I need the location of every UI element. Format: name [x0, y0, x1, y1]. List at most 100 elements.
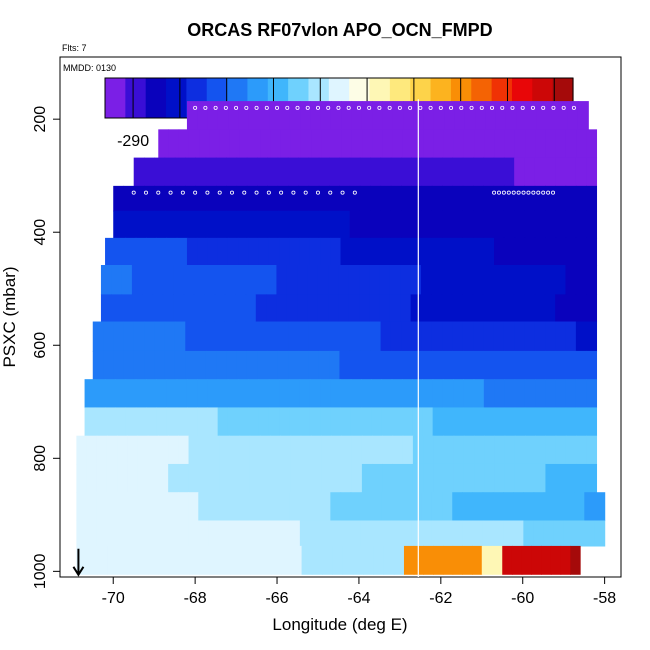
heatmap-cell	[205, 321, 217, 352]
heatmap-cell	[431, 350, 443, 380]
heatmap-cell	[410, 265, 422, 295]
heatmap-cell	[472, 265, 484, 295]
heatmap-cell	[361, 101, 373, 130]
heatmap-cell	[433, 129, 445, 159]
heatmap-cell	[421, 350, 433, 380]
heatmap-cell	[547, 101, 558, 130]
heatmap-cell	[289, 379, 301, 409]
heatmap-cell	[310, 463, 322, 493]
heatmap-cell	[381, 379, 393, 409]
heatmap-cell	[541, 545, 552, 575]
heatmap-cell	[144, 350, 156, 380]
heatmap-cell	[174, 185, 186, 212]
heatmap-cell	[514, 407, 526, 437]
heatmap-cell	[503, 350, 515, 380]
heatmap-cell	[463, 463, 475, 493]
heatmap-cell	[401, 520, 413, 547]
heatmap-cell	[421, 321, 433, 352]
observation-point	[516, 190, 521, 195]
heatmap-cell	[350, 237, 362, 266]
heatmap-cell	[349, 157, 361, 187]
heatmap-cell	[198, 520, 210, 547]
heatmap-cell	[513, 492, 524, 522]
heatmap-cell	[321, 463, 332, 493]
heatmap-cell	[164, 350, 176, 380]
observation-point	[315, 190, 320, 195]
heatmap-cell	[248, 237, 260, 266]
heatmap-cell	[472, 492, 484, 522]
heatmap-cell	[380, 210, 392, 239]
heatmap-cell	[452, 492, 464, 522]
heatmap-cell	[188, 520, 199, 547]
heatmap-cell	[228, 492, 240, 522]
heatmap-cell	[586, 321, 598, 352]
heatmap-cell	[524, 185, 536, 212]
heatmap-cell	[197, 237, 209, 266]
heatmap-cell	[586, 350, 598, 380]
heatmap-cell	[535, 435, 547, 465]
heatmap-cell	[268, 237, 280, 266]
heatmap-cell	[514, 185, 526, 212]
heatmap-cell	[340, 237, 352, 266]
heatmap-cell	[381, 520, 392, 547]
heatmap-cell	[504, 237, 516, 266]
heatmap-cell	[586, 294, 598, 323]
heatmap-cell	[113, 321, 125, 352]
heatmap-cell	[236, 185, 248, 212]
heatmap-cell	[238, 520, 250, 547]
heatmap-cell	[127, 545, 139, 575]
heatmap-cell	[391, 520, 403, 547]
heatmap-cell	[309, 407, 321, 437]
heatmap-cell	[462, 321, 474, 352]
heatmap-cell	[362, 129, 373, 159]
heatmap-cell	[494, 237, 505, 266]
heatmap-cell	[463, 129, 475, 159]
observation-point	[561, 105, 566, 110]
heatmap-cell	[164, 157, 176, 187]
heatmap-cell	[463, 435, 475, 465]
observation-point	[328, 190, 333, 195]
observation-point	[285, 105, 290, 110]
heatmap-cell	[308, 157, 320, 187]
heatmap-cell	[330, 379, 342, 409]
heatmap-cell	[198, 435, 210, 465]
heatmap-cell	[308, 185, 320, 212]
heatmap-cell	[462, 210, 474, 239]
heatmap-cell	[300, 463, 312, 493]
heatmap-cell	[96, 545, 108, 575]
heatmap-cell	[217, 237, 229, 266]
heatmap-cell	[452, 210, 464, 239]
observation-point	[551, 105, 556, 110]
heatmap-cell	[474, 129, 485, 159]
heatmap-cell	[96, 492, 108, 522]
heatmap-cell	[521, 545, 533, 575]
heatmap-cell	[422, 379, 434, 409]
heatmap-cell	[279, 520, 291, 547]
heatmap-cell	[483, 379, 495, 409]
heatmap-cell	[288, 321, 299, 352]
heatmap-cell	[421, 492, 433, 522]
heatmap-cell	[565, 294, 577, 323]
heatmap-cell	[576, 463, 587, 493]
heatmap-cell	[504, 407, 516, 437]
heatmap-cell	[300, 101, 312, 130]
heatmap-cell	[144, 321, 156, 352]
heatmap-cell	[462, 185, 474, 212]
heatmap-cell	[214, 265, 226, 295]
heatmap-cell	[322, 545, 333, 575]
heatmap-cell	[390, 210, 402, 239]
heatmap-cell	[235, 294, 247, 323]
observation-point	[205, 190, 210, 195]
heatmap-cell	[524, 294, 536, 323]
heatmap-cell	[167, 492, 179, 522]
heatmap-cell	[534, 185, 546, 212]
heatmap-cell	[321, 435, 332, 465]
heatmap-cell	[328, 294, 339, 323]
heatmap-cell	[286, 265, 298, 295]
heatmap-cell	[533, 520, 545, 547]
heatmap-cell	[199, 545, 211, 575]
heatmap-cell	[279, 379, 290, 409]
heatmap-cell	[267, 210, 279, 239]
heatmap-cell	[257, 350, 269, 380]
heatmap-cell	[360, 492, 372, 522]
